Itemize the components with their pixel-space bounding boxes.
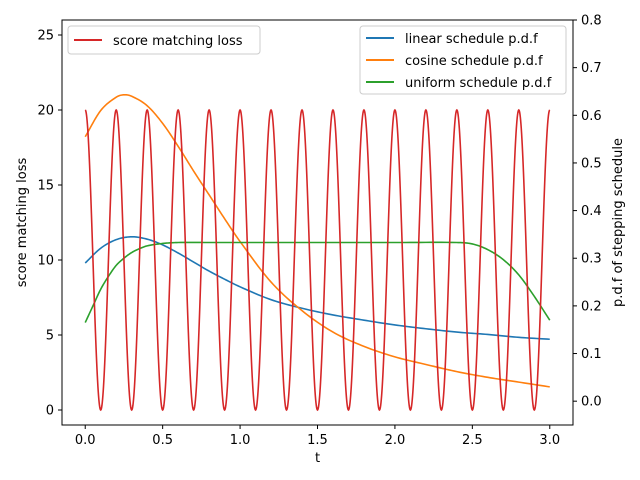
y-tick-label-right: 0.5 — [581, 156, 602, 171]
plot-frame — [61, 19, 574, 426]
x-tick-label: 0.5 — [152, 433, 173, 448]
y-tick-label-right: 0.6 — [581, 109, 602, 124]
y-tick-label-right: 0.8 — [581, 14, 602, 29]
y-tick-label-right: 0.1 — [581, 347, 602, 362]
series-line-score-matching-loss — [84, 108, 551, 412]
legend-label-loss: score matching loss — [113, 34, 243, 49]
x-axis-title: t — [315, 451, 320, 466]
x-tick-label: 0.0 — [75, 433, 96, 448]
y-tick-label-left: 5 — [46, 329, 54, 344]
x-tick-label: 1.5 — [307, 433, 328, 448]
legend-right: linear schedule p.d.f cosine schedule p.… — [359, 25, 567, 95]
y-tick-label-right: 0.0 — [581, 395, 602, 410]
y-tick-label-right: 0.2 — [581, 299, 602, 314]
legend-left-box — [67, 25, 261, 55]
y-tick-label-right: 0.4 — [581, 204, 602, 219]
y-tick-label-left: 20 — [37, 104, 54, 119]
legend-label-linear: linear schedule p.d.f — [405, 32, 538, 47]
legend-left: score matching loss — [67, 25, 261, 55]
y-tick-label-right: 0.7 — [581, 61, 602, 76]
x-tick-label: 2.0 — [385, 433, 406, 448]
x-tick-label: 3.0 — [539, 433, 560, 448]
y-axis-title-left: score matching loss — [15, 158, 30, 288]
y-tick-label-left: 10 — [37, 254, 54, 269]
legend-label-cosine: cosine schedule p.d.f — [405, 54, 543, 69]
x-tick-label: 1.0 — [230, 433, 251, 448]
y-tick-label-left: 15 — [37, 179, 54, 194]
y-tick-label-left: 0 — [46, 404, 54, 419]
series-layer — [84, 93, 551, 412]
x-tick-label: 2.5 — [462, 433, 483, 448]
ticks-layer: 0.0 0.5 1.0 1.5 2.0 2.5 3.0 0 5 10 15 20 25 0.0 0.1 0.2… — [37, 14, 601, 449]
series-line-cosine — [84, 93, 550, 388]
y-axis-title-right: p.d.f of stepping schedule — [611, 138, 626, 307]
legend-right-box — [359, 25, 567, 95]
y-tick-label-right: 0.3 — [581, 252, 602, 267]
legend-label-uniform: uniform schedule p.d.f — [405, 76, 552, 91]
y-tick-label-left: 25 — [37, 29, 54, 44]
